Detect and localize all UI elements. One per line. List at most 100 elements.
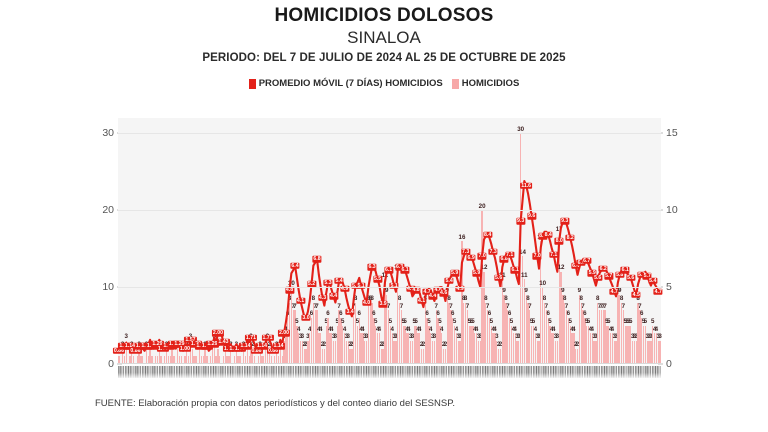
- bar-value-label: 8: [562, 295, 567, 302]
- bar-value-label: 5: [412, 318, 416, 326]
- bar-value-label: 5: [529, 318, 534, 326]
- moving-average-value-label: 11.6: [520, 182, 533, 189]
- bar-value-label: 7: [399, 302, 404, 310]
- bar: [145, 348, 148, 364]
- bar-value-label: 3: [306, 333, 310, 341]
- gridline: [118, 210, 661, 212]
- moving-average-value-label: 8.3: [538, 233, 548, 240]
- bar: [243, 348, 245, 364]
- bar: [591, 333, 593, 364]
- bar-value-label: 7: [601, 302, 605, 310]
- bar: [369, 302, 371, 364]
- bar-value-label: 4: [551, 325, 556, 333]
- bar: [652, 325, 654, 364]
- bar: [184, 356, 186, 364]
- bar: [131, 348, 133, 364]
- bar-value-label: 4: [296, 325, 301, 333]
- bar: [439, 325, 441, 364]
- bar: [230, 348, 232, 364]
- moving-average-value-label: 5.7: [642, 273, 652, 280]
- moving-average-value-label: 5.4: [648, 277, 658, 285]
- bar: [283, 340, 285, 364]
- bar: [422, 348, 425, 364]
- legend-item-homicides[interactable]: HOMICIDIOS: [451, 78, 519, 89]
- bar-value-label: 3: [634, 333, 638, 341]
- bar-value-label: 3: [344, 333, 349, 341]
- moving-average-value-label: 4.7: [422, 288, 432, 295]
- bar: [532, 325, 535, 364]
- bar: [565, 310, 568, 364]
- bar-value-label: 4: [307, 325, 312, 333]
- bar: [342, 325, 344, 364]
- bar-value-label: 7: [638, 302, 642, 310]
- bar-value-label: 8: [369, 295, 372, 302]
- bar-value-label: 3: [124, 333, 128, 341]
- moving-average-value-label: 5.5: [372, 276, 383, 283]
- bar-value-label: 3: [298, 333, 303, 341]
- moving-average-value-label: 1.14: [255, 343, 269, 350]
- bar: [602, 310, 604, 364]
- moving-average-value-label: 5.7: [604, 273, 614, 280]
- moving-average-value-label: 4.9: [339, 285, 350, 292]
- x-axis-fade: [118, 366, 661, 378]
- bar: [321, 348, 324, 364]
- bar-value-label: 2: [496, 341, 501, 349]
- bar: [180, 356, 182, 364]
- bar: [595, 340, 597, 364]
- bar-value-label: 4: [652, 325, 657, 333]
- bar: [312, 302, 315, 364]
- moving-average-value-label: 0.86: [112, 347, 125, 355]
- bar-value-label: 11: [381, 271, 389, 279]
- moving-average-value-label: 1.43: [217, 338, 230, 346]
- bar: [448, 302, 450, 364]
- bar: [123, 356, 126, 364]
- moving-average-value-label: 3.0: [301, 314, 311, 322]
- bar-value-label: 4: [491, 325, 495, 333]
- bar: [316, 310, 318, 364]
- bar-value-label: 5: [586, 318, 591, 326]
- bar-value-label: 5: [471, 318, 475, 326]
- bar: [420, 348, 423, 364]
- bar-value-label: 5: [324, 318, 328, 326]
- bar-value-label: 5: [355, 318, 360, 326]
- bar-value-label: 7: [581, 302, 585, 310]
- bar-value-label: 4: [318, 325, 323, 333]
- bar-value-label: 4: [284, 326, 287, 333]
- bar: [156, 356, 159, 364]
- bar-value-label: 3: [346, 333, 350, 341]
- y-axis-right-tick-dash: [658, 363, 663, 365]
- bar-value-label: 3: [515, 333, 519, 341]
- bar-series-homicides: 2322222222232222322222232223222346810775…: [118, 118, 662, 364]
- bar: [523, 279, 525, 364]
- bar-value-label: 3: [363, 333, 367, 341]
- bar: [373, 317, 375, 364]
- legend-item-moving-average[interactable]: PROMEDIO MÓVIL (7 DÍAS) HOMICIDIOS: [248, 78, 443, 89]
- bar: [479, 340, 481, 364]
- moving-average-value-label: 4.8: [411, 286, 421, 294]
- bar: [265, 348, 267, 364]
- bar-value-label: 8: [595, 295, 600, 302]
- y-axis-left-tick: 0: [108, 358, 114, 370]
- bar-value-label: 8: [526, 295, 530, 302]
- bar: [494, 333, 496, 364]
- moving-average-labels: 0.861.141.140.861.141.141.141.291.001.14…: [112, 118, 663, 364]
- bar: [389, 325, 392, 364]
- bar: [564, 302, 566, 364]
- bar-value-label: 7: [528, 302, 532, 310]
- bar-value-label: 30: [517, 125, 525, 133]
- bar: [259, 348, 261, 364]
- bar-value-label: 3: [614, 333, 618, 341]
- bar: [543, 302, 546, 364]
- bar: [299, 340, 302, 364]
- moving-average-value-label: 5.4: [334, 277, 344, 285]
- bar: [402, 325, 404, 364]
- bar: [398, 302, 401, 364]
- moving-average-value-label: 5.1: [350, 282, 361, 289]
- bar: [228, 356, 230, 364]
- bar-value-label: 7: [485, 302, 490, 310]
- moving-average-value-label: 5.6: [593, 274, 603, 282]
- bar-value-label: 7: [313, 302, 317, 310]
- moving-average-value-label: 7.0: [532, 253, 542, 260]
- bar: [345, 340, 348, 364]
- moving-average-value-label: 5.1: [356, 282, 366, 289]
